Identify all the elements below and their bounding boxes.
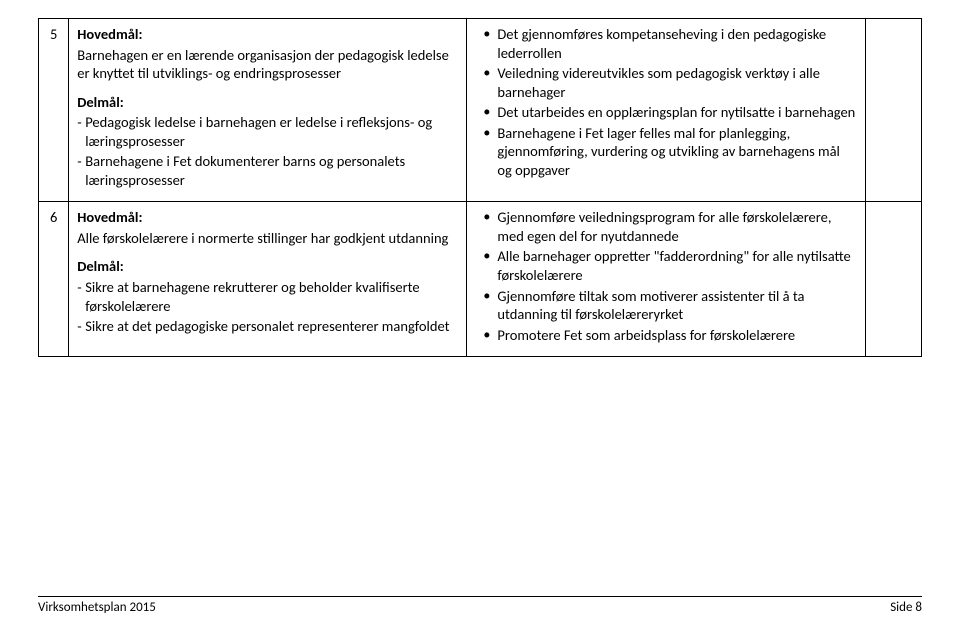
footer-right: Side 8 bbox=[890, 600, 922, 615]
delmal-list: Sikre at barnehagene rekrutterer og beho… bbox=[77, 278, 458, 336]
hovedmal-block: Hovedmål: Barnehagen er en lærende organ… bbox=[77, 25, 458, 83]
right-cell: Gjennomføre veiledningsprogram for alle … bbox=[467, 202, 865, 357]
delmal-list: Pedagogisk ledelse i barnehagen er ledel… bbox=[77, 113, 458, 189]
actions-list: Det gjennomføres kompetanseheving i den … bbox=[475, 25, 856, 179]
delmal-heading: Delmål: bbox=[77, 257, 458, 276]
delmal-block: Delmål: Sikre at barnehagene rekrutterer… bbox=[77, 257, 458, 335]
table-row: 6 Hovedmål: Alle førskolelærere i normer… bbox=[39, 202, 922, 357]
page: 5 Hovedmål: Barnehagen er en lærende org… bbox=[0, 0, 960, 631]
goals-table: 5 Hovedmål: Barnehagen er en lærende org… bbox=[38, 18, 922, 357]
row-number: 5 bbox=[39, 19, 69, 202]
list-item: Promotere Fet som arbeidsplass for førsk… bbox=[475, 326, 856, 345]
list-item: Veiledning videreutvikles som pedagogisk… bbox=[475, 64, 856, 101]
left-cell: Hovedmål: Barnehagen er en lærende organ… bbox=[69, 19, 467, 202]
row-number: 6 bbox=[39, 202, 69, 357]
list-item: Det utarbeides en opplæringsplan for nyt… bbox=[475, 103, 856, 122]
hovedmal-text: Barnehagen er en lærende organisasjon de… bbox=[77, 46, 458, 83]
list-item: Gjennomføre tiltak som motiverer assiste… bbox=[475, 287, 856, 324]
hovedmal-text: Alle førskolelærere i normerte stillinge… bbox=[77, 229, 458, 248]
list-item: Sikre at det pedagogiske personalet repr… bbox=[77, 317, 458, 336]
hovedmal-block: Hovedmål: Alle førskolelærere i normerte… bbox=[77, 208, 458, 247]
page-footer: Virksomhetsplan 2015 Side 8 bbox=[38, 596, 922, 615]
list-item: Alle barnehager oppretter "fadderordning… bbox=[475, 247, 856, 284]
list-item: Sikre at barnehagene rekrutterer og beho… bbox=[77, 278, 458, 315]
hovedmal-heading: Hovedmål: bbox=[77, 25, 458, 44]
empty-cell bbox=[865, 19, 921, 202]
list-item: Barnehagene i Fet dokumenterer barns og … bbox=[77, 152, 458, 189]
delmal-block: Delmål: Pedagogisk ledelse i barnehagen … bbox=[77, 93, 458, 190]
left-cell: Hovedmål: Alle førskolelærere i normerte… bbox=[69, 202, 467, 357]
list-item: Det gjennomføres kompetanseheving i den … bbox=[475, 25, 856, 62]
list-item: Barnehagene i Fet lager felles mal for p… bbox=[475, 124, 856, 180]
delmal-heading: Delmål: bbox=[77, 93, 458, 112]
list-item: Pedagogisk ledelse i barnehagen er ledel… bbox=[77, 113, 458, 150]
empty-cell bbox=[865, 202, 921, 357]
list-item: Gjennomføre veiledningsprogram for alle … bbox=[475, 208, 856, 245]
right-cell: Det gjennomføres kompetanseheving i den … bbox=[467, 19, 865, 202]
footer-left: Virksomhetsplan 2015 bbox=[38, 600, 156, 615]
hovedmal-heading: Hovedmål: bbox=[77, 208, 458, 227]
actions-list: Gjennomføre veiledningsprogram for alle … bbox=[475, 208, 856, 344]
table-row: 5 Hovedmål: Barnehagen er en lærende org… bbox=[39, 19, 922, 202]
